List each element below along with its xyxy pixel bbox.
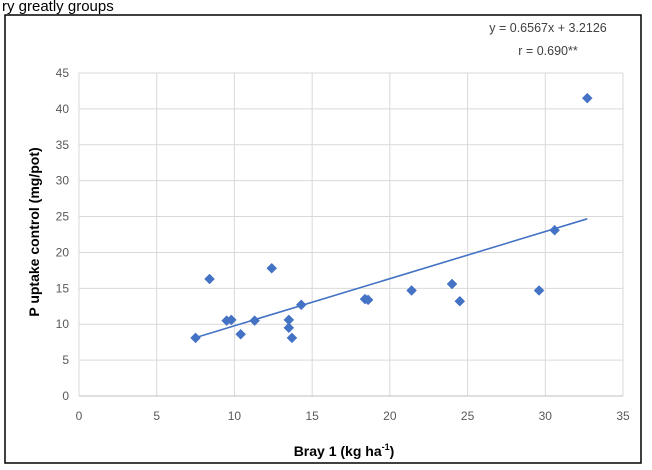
data-point [204, 273, 215, 285]
chart-frame [4, 14, 642, 464]
data-point [406, 285, 417, 296]
data-point [362, 294, 374, 306]
gridlines [79, 72, 624, 396]
x-tick-label: 30 [539, 409, 553, 423]
data-point [249, 315, 260, 326]
y-tick-label: 35 [56, 138, 70, 152]
x-tick-label: 25 [461, 409, 475, 423]
y-tick-label: 25 [56, 210, 70, 224]
data-point [286, 332, 298, 344]
trendline [195, 218, 588, 339]
x-tick-label: 5 [153, 409, 160, 423]
y-axis-title: P uptake control (mg/pot) [26, 147, 42, 316]
x-tick-label: 15 [305, 409, 319, 423]
data-point [235, 328, 246, 340]
x-tick-label: 10 [228, 409, 242, 423]
data-points [190, 92, 593, 344]
x-axis-title-suffix: ) [390, 443, 395, 459]
data-point [295, 299, 307, 311]
data-point [549, 224, 560, 236]
x-tick-label: 35 [616, 409, 630, 423]
x-axis-title-exponent: -1 [382, 442, 390, 452]
y-tick-label: 0 [62, 389, 69, 403]
x-tick-label: 20 [383, 409, 397, 423]
header-text: ry greatly groups [2, 0, 114, 15]
data-point [581, 92, 593, 104]
data-point [283, 322, 295, 334]
data-point [225, 314, 237, 326]
data-point [454, 295, 466, 307]
y-tick-label: 40 [56, 102, 70, 116]
data-point [533, 285, 545, 296]
data-point [446, 278, 458, 290]
y-tick-label: 20 [56, 245, 70, 259]
y-tick-label: 30 [56, 174, 70, 188]
axes: 0 5 10 15 20 25 30 35 0 5 10 15 20 25 30 35 40 45 [56, 66, 630, 423]
y-tick-label: 10 [56, 317, 70, 331]
x-axis-title: Bray 1 (kg ha-1) [294, 442, 395, 459]
x-axis-title-main: Bray 1 (kg ha [294, 443, 382, 459]
y-tick-label: 45 [56, 66, 70, 80]
x-tick-label: 0 [76, 409, 83, 423]
y-tick-label: 5 [62, 353, 69, 367]
correlation-coefficient: r = 0.690** [518, 44, 578, 58]
trendline-group [195, 218, 588, 339]
y-tick-label: 15 [56, 281, 70, 295]
regression-equation: y = 0.6567x + 3.2126 [489, 21, 607, 35]
data-point [266, 262, 278, 274]
data-point [190, 332, 201, 344]
